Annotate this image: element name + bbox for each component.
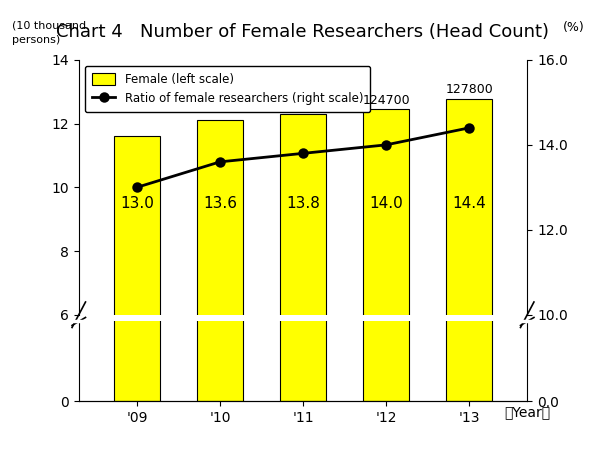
- Text: 13.0: 13.0: [120, 196, 154, 211]
- Text: Chart 4   Number of Female Researchers (Head Count): Chart 4 Number of Female Researchers (He…: [56, 23, 550, 41]
- Bar: [197, 120, 243, 461]
- Bar: [363, 109, 409, 461]
- Text: 14.0: 14.0: [369, 196, 403, 211]
- Bar: [363, 203, 409, 401]
- Legend: Female (left scale), Ratio of female researchers (right scale): Female (left scale), Ratio of female res…: [85, 66, 370, 112]
- Text: 13.8: 13.8: [286, 196, 320, 211]
- Bar: [446, 197, 492, 401]
- Bar: [197, 208, 243, 401]
- Text: (10 thousand: (10 thousand: [12, 21, 86, 31]
- Text: 13.6: 13.6: [203, 196, 237, 211]
- Text: 124700: 124700: [362, 94, 410, 107]
- Text: 127800: 127800: [445, 83, 493, 96]
- Bar: [446, 99, 492, 461]
- Bar: [114, 136, 160, 461]
- Text: 14.4: 14.4: [452, 196, 486, 211]
- Bar: [280, 114, 326, 461]
- Text: persons): persons): [12, 35, 61, 45]
- Bar: [280, 205, 326, 401]
- Text: （Year）: （Year）: [504, 406, 550, 420]
- Text: (%): (%): [563, 21, 585, 34]
- Bar: [114, 216, 160, 401]
